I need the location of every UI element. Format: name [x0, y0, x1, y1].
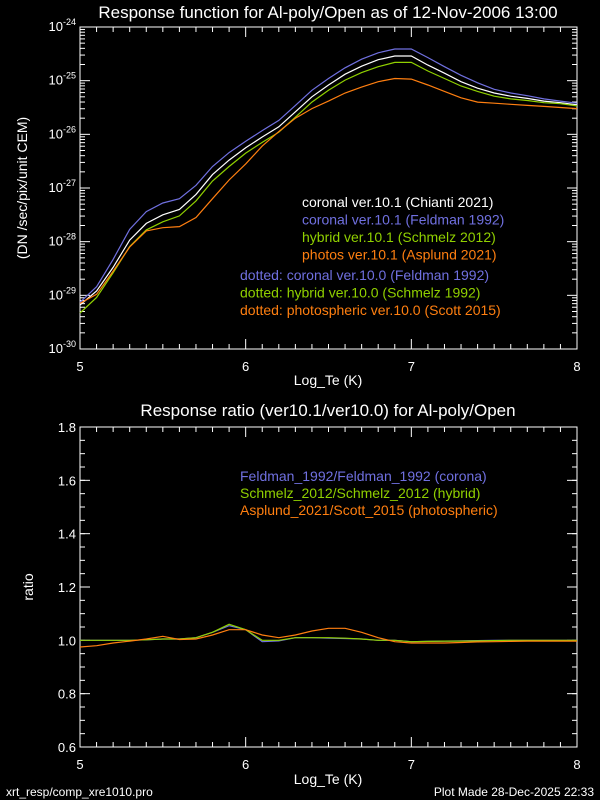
- legend-entry: photos ver.10.1 (Asplund 2021): [302, 247, 497, 263]
- series-line-3: [79, 77, 578, 304]
- y-tick-label: 10-26: [49, 124, 76, 141]
- footer-plot-date: Plot Made 28-Dec-2025 22:33: [434, 785, 594, 799]
- x-tick-label: 7: [408, 359, 415, 374]
- series-line-2: [79, 627, 577, 648]
- legend-entry: coronal ver.10.1 (Feldman 1992): [302, 212, 504, 228]
- series-line-0: [79, 55, 578, 306]
- y-tick-label: 10-24: [49, 17, 76, 34]
- x-tick-label: 5: [76, 359, 83, 374]
- x-tick-label: 8: [573, 359, 580, 374]
- y-tick-label: 10-27: [49, 178, 76, 195]
- x-tick-label: 7: [408, 757, 415, 772]
- top-plot: 5 6 7 8 10-30 10-29 10-28 10-27 10-26 10-25 10-24 c…: [49, 17, 581, 374]
- y-tick-label: 1.4: [58, 527, 76, 542]
- x-tick-label: 6: [242, 757, 249, 772]
- y-tick-label: 10-30: [49, 339, 76, 356]
- bottom-plot: 5 6 7 8 0.6 0.8 1.0 1.2 1.4 1.6 1.8 Feldman_1992/Fe…: [58, 420, 581, 772]
- y-tick-label: 0.6: [58, 740, 76, 755]
- top-chart-title: Response function for Al-poly/Open as of…: [98, 3, 557, 22]
- legend-entry: dotted: hybrid ver.10.0 (Schmelz 1992): [240, 285, 480, 301]
- y-tick-label: 10-28: [49, 232, 76, 249]
- legend-entry: dotted: coronal ver.10.0 (Feldman 1992): [240, 267, 489, 283]
- top-x-axis-label: Log_Te (K): [294, 372, 362, 388]
- x-tick-label: 8: [573, 757, 580, 772]
- series-line-2: [79, 61, 578, 314]
- legend-entry: dotted: photospheric ver.10.0 (Scott 201…: [240, 302, 501, 318]
- legend-entry: Feldman_1992/Feldman_1992 (corona): [240, 468, 487, 484]
- bottom-y-axis-label: ratio: [20, 573, 36, 600]
- x-tick-label: 5: [76, 757, 83, 772]
- series-line-1: [79, 48, 578, 303]
- legend-entry: Asplund_2021/Scott_2015 (photospheric): [240, 502, 498, 518]
- y-tick-label: 1.6: [58, 473, 76, 488]
- y-tick-label: 1.2: [58, 580, 76, 595]
- y-tick-label: 0.8: [58, 687, 76, 702]
- bottom-chart-title: Response ratio (ver10.1/ver10.0) for Al-…: [140, 401, 515, 420]
- top-y-axis-label: (DN /sec/pix/unit CEM): [14, 117, 30, 259]
- bottom-x-axis-label: Log_Te (K): [294, 771, 362, 787]
- footer-program-name: xrt_resp/comp_xre1010.pro: [6, 785, 153, 799]
- legend-entry: hybrid ver.10.1 (Schmelz 2012): [302, 229, 496, 245]
- y-tick-label: 1.0: [58, 633, 76, 648]
- y-tick-label: 1.8: [58, 420, 76, 435]
- y-tick-label: 10-29: [49, 285, 76, 302]
- series-line-1: [80, 623, 577, 643]
- legend-entry: coronal ver.10.1 (Chianti 2021): [302, 194, 493, 210]
- legend-entry: Schmelz_2012/Schmelz_2012 (hybrid): [240, 485, 480, 501]
- x-tick-label: 6: [242, 359, 249, 374]
- y-tick-label: 10-25: [49, 71, 76, 88]
